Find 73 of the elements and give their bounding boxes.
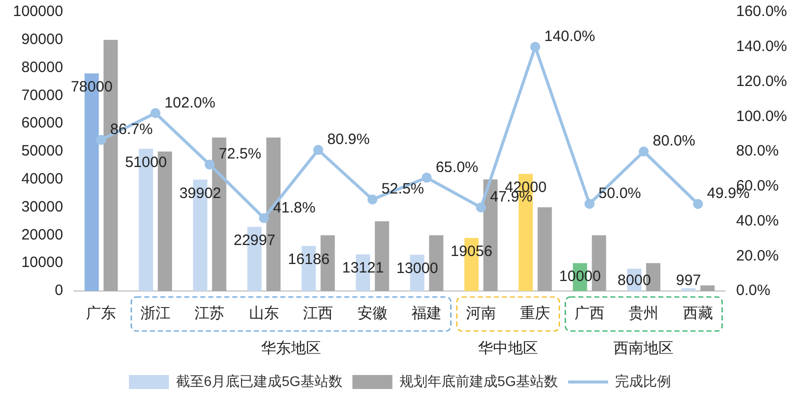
data-label: 16186: [288, 250, 330, 268]
x-tick-label: 广东: [86, 305, 116, 322]
legend-label: 截至6月底已建成5G基站数: [176, 372, 342, 389]
bar: [681, 288, 696, 291]
point: [476, 202, 486, 212]
y-tick-label: 40000: [21, 170, 64, 188]
point: [313, 144, 324, 155]
y-tick-label: 90000: [21, 31, 64, 48]
y-tick-label: 30000: [21, 198, 64, 216]
y-tick-label: 50000: [21, 142, 64, 160]
point: [367, 194, 378, 204]
data-label: 41.8%: [272, 199, 316, 216]
x-tick-label: 贵州: [628, 305, 659, 322]
x-tick-label: 江苏: [194, 305, 225, 322]
data-label: 52.5%: [381, 180, 424, 198]
x-tick-label: 重庆: [520, 305, 550, 322]
point: [150, 108, 160, 118]
data-label: 140.0%: [544, 28, 596, 46]
x-tick-label: 山东: [248, 305, 279, 322]
y2-tick-label: 120.0%: [736, 72, 787, 90]
y-tick-label: 100000: [12, 3, 64, 20]
x-tick-label: 福建: [412, 305, 442, 322]
point: [530, 42, 540, 52]
y2-tick-label: 40.0%: [736, 212, 779, 230]
data-label: 102.0%: [164, 94, 216, 112]
y-tick-label: 80000: [21, 58, 64, 76]
legend-label: 规划年底前建成5G基站数: [399, 372, 558, 389]
data-label: 19056: [450, 242, 492, 260]
data-label: 39902: [179, 184, 222, 202]
data-label: 78000: [70, 78, 113, 96]
data-label: 65.0%: [436, 158, 478, 176]
y-tick-label: 70000: [21, 86, 64, 104]
y2-tick-label: 20.0%: [736, 247, 779, 264]
data-label: 72.5%: [218, 146, 262, 163]
text: 西南地区: [614, 340, 674, 358]
data-label: 86.7%: [110, 120, 153, 138]
x-tick-label: 西藏: [683, 305, 713, 322]
data-label: 13121: [342, 260, 384, 277]
bar: [538, 207, 552, 291]
legend-label: 完成比例: [615, 372, 672, 389]
y-tick-label: 10000: [21, 254, 64, 272]
x-tick-label: 浙江: [140, 305, 170, 322]
y-tick-label: 60000: [21, 114, 64, 132]
data-label: 10000: [559, 268, 601, 286]
y2-tick-label: 80.0%: [736, 142, 779, 160]
y-tick-label: 0: [54, 282, 64, 300]
data-label: 50.0%: [598, 184, 642, 202]
point: [638, 146, 649, 156]
x-tick-label: 河南: [466, 305, 496, 322]
data-label: 80.9%: [327, 131, 370, 148]
data-label: 80.0%: [652, 132, 696, 150]
x-tick-label: 江西: [303, 305, 334, 322]
y2-tick-label: 160.0%: [736, 3, 787, 20]
y2-tick-label: 100.0%: [736, 108, 787, 125]
data-label: 22997: [234, 232, 276, 249]
y2-tick-label: 140.0%: [736, 38, 787, 56]
point: [422, 172, 432, 183]
point: [258, 213, 269, 224]
point: [693, 198, 703, 209]
point: [96, 134, 106, 145]
data-label: 997: [676, 272, 702, 290]
point: [204, 160, 215, 170]
y-tick-label: 20000: [21, 226, 64, 244]
point: [584, 198, 594, 209]
y2-tick-label: 0.0%: [736, 282, 770, 300]
bar: [700, 285, 715, 291]
x-tick-label: 广西: [574, 305, 604, 322]
x-tick-label: 安徽: [357, 305, 388, 322]
text: 华东地区: [261, 340, 322, 358]
data-label: 13000: [396, 260, 438, 277]
data-label: 8000: [618, 272, 651, 290]
text: 华中地区: [478, 340, 538, 358]
data-label: 51000: [125, 154, 167, 171]
